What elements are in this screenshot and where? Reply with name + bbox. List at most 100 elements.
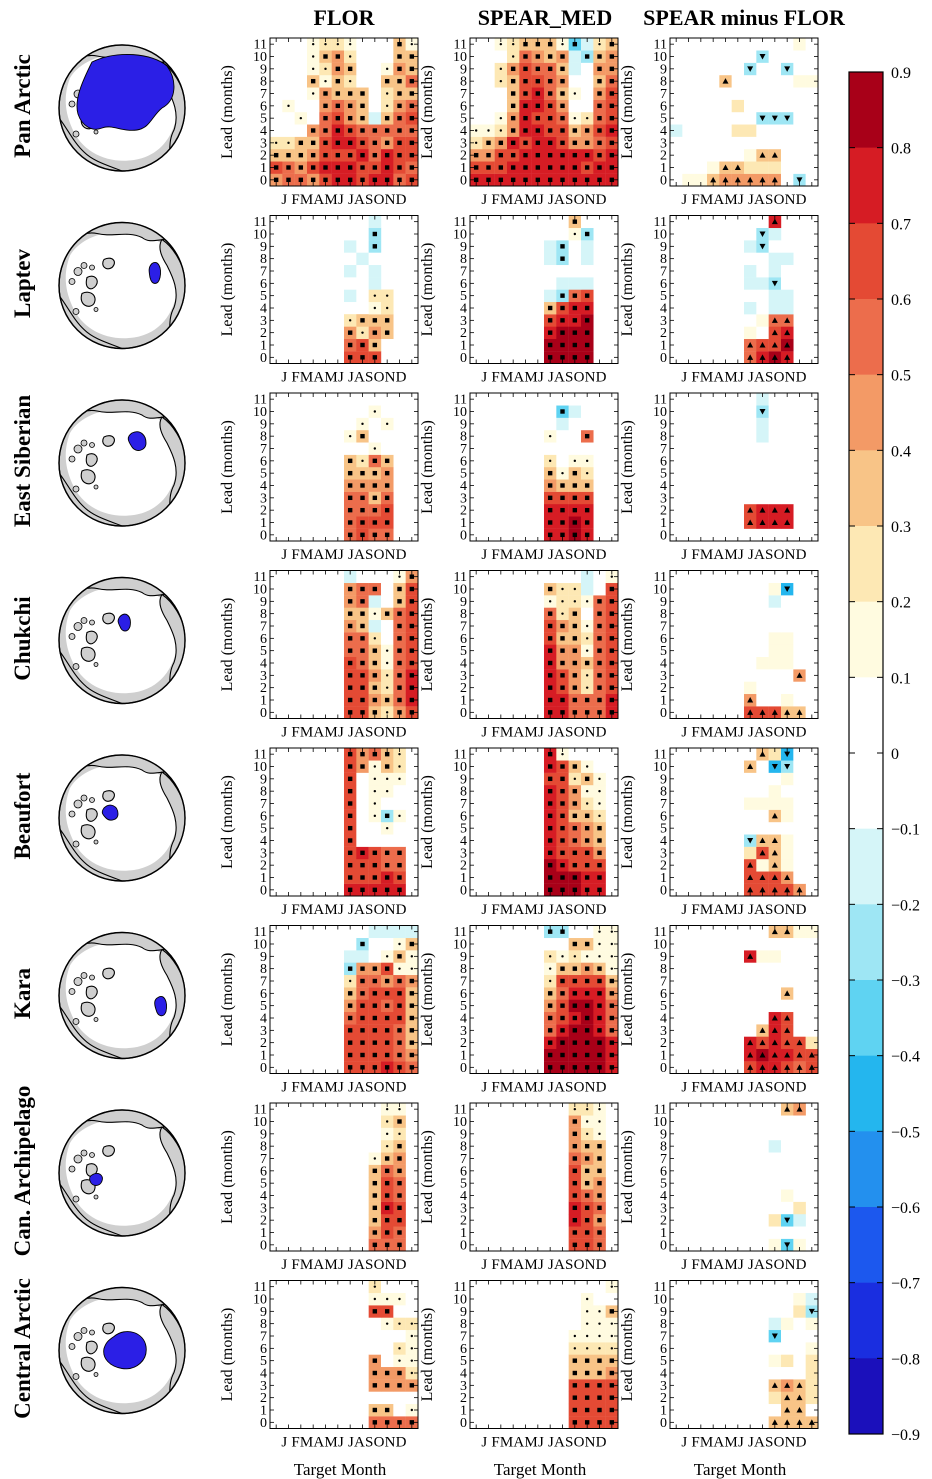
heatmap-cell [768,50,782,63]
heatmap-cell [768,1189,782,1202]
heatmap-cell [282,124,295,137]
significance-marker [572,966,578,971]
heatmap-cell [544,937,557,951]
significance-marker [572,165,578,170]
significance-marker [796,1064,803,1070]
heatmap-cell [744,748,757,761]
significance-marker [584,697,590,703]
significance-marker [510,152,516,158]
significance-marker [747,874,754,880]
heatmap-cell [793,136,806,150]
significance-marker [360,862,365,868]
heatmap-cell [793,681,806,695]
significance-marker [523,115,528,121]
lead-tick-label: 9 [260,62,267,77]
significance-marker [771,507,778,513]
significance-marker [572,507,578,513]
lead-tick-label: 7 [460,87,467,102]
lead-tick-label: 0 [460,1238,467,1253]
significance-marker [771,764,778,770]
heatmap-cell [307,112,320,125]
significance-marker [573,116,577,120]
region-map [58,754,186,882]
lead-tick-label: 6 [460,987,467,1002]
highlighted-region-7 [103,1331,147,1370]
significance-marker [585,1322,589,1325]
significance-marker [584,1370,590,1376]
heatmap-cell [768,491,782,505]
heatmap-cell [793,1140,806,1153]
colorbar-tick-label: −0.2 [891,897,920,914]
significance-marker [547,483,553,488]
heatmap-cell [744,632,757,645]
lead-tick-label: 5 [460,467,467,482]
significance-marker [397,697,402,703]
significance-marker [609,685,615,690]
significance-marker [560,825,565,831]
heatmap-cell [682,50,695,63]
region-label: East Siberian [10,395,35,527]
heatmap-cell [731,87,745,100]
significance-marker [397,66,402,72]
significance-marker [796,1052,803,1058]
lead-tick-label: 2 [460,1391,467,1406]
lead-tick-label: 8 [460,962,467,977]
significance-marker [397,611,402,616]
significance-marker [385,92,389,95]
heatmap-cell [270,124,283,137]
significance-marker [584,293,590,298]
lead-tick-label: 4 [660,1189,667,1204]
significance-marker [784,764,791,770]
significance-marker [298,152,304,158]
heatmap-cell [682,62,695,76]
colorbar-tick-label: −0.1 [891,822,920,839]
significance-marker [584,152,590,158]
heatmap-cell [393,1280,406,1294]
significance-marker [384,1156,390,1161]
y-axis-label: Lead (months) [619,1130,636,1224]
significance-marker [335,115,341,121]
heatmap-cell [744,772,757,786]
significance-marker [572,623,578,629]
significance-marker [385,104,389,108]
significance-marker [771,1419,778,1425]
y-axis-label: Lead (months) [619,243,636,337]
heatmap-cell [793,1317,806,1331]
heatmap-cell [381,50,394,63]
significance-marker [598,789,601,793]
region-label: Pan Arctic [10,54,35,158]
heatmap-cell [731,149,745,162]
heatmap-cell [744,669,757,682]
lead-tick-label: 9 [260,595,267,610]
lead-tick-label: 0 [460,1061,467,1076]
significance-marker [784,66,791,72]
heatmap-cell [793,693,806,707]
heatmap-cell [568,405,582,418]
significance-marker [572,685,578,690]
heatmap-cell [744,252,757,266]
significance-marker [560,532,565,538]
month-tick-labels: J FMAMJ JASOND [681,725,806,741]
lead-tick-label: 1 [260,871,267,886]
significance-marker [347,648,353,653]
lead-tick-label: 2 [260,149,267,164]
lead-tick-label: 3 [460,1201,467,1216]
heatmap-cell [768,1103,782,1116]
significance-marker [360,507,365,513]
significance-marker [347,458,353,464]
panel-frame [269,37,419,187]
month-tick-labels: J FMAMJ JASOND [481,370,606,386]
heatmap-cell [781,619,794,633]
heatmap-cell [793,1152,806,1165]
heatmap-cell [368,570,382,584]
heatmap-cell [707,99,720,113]
significance-marker [397,1015,402,1021]
heatmap-cell [805,681,819,695]
month-tick-labels: J FMAMJ JASOND [481,547,606,563]
panel-frame [669,925,819,1074]
heatmap-cell [731,124,745,137]
significance-marker [610,1322,614,1325]
significance-marker [597,850,602,856]
significance-marker [784,329,791,336]
